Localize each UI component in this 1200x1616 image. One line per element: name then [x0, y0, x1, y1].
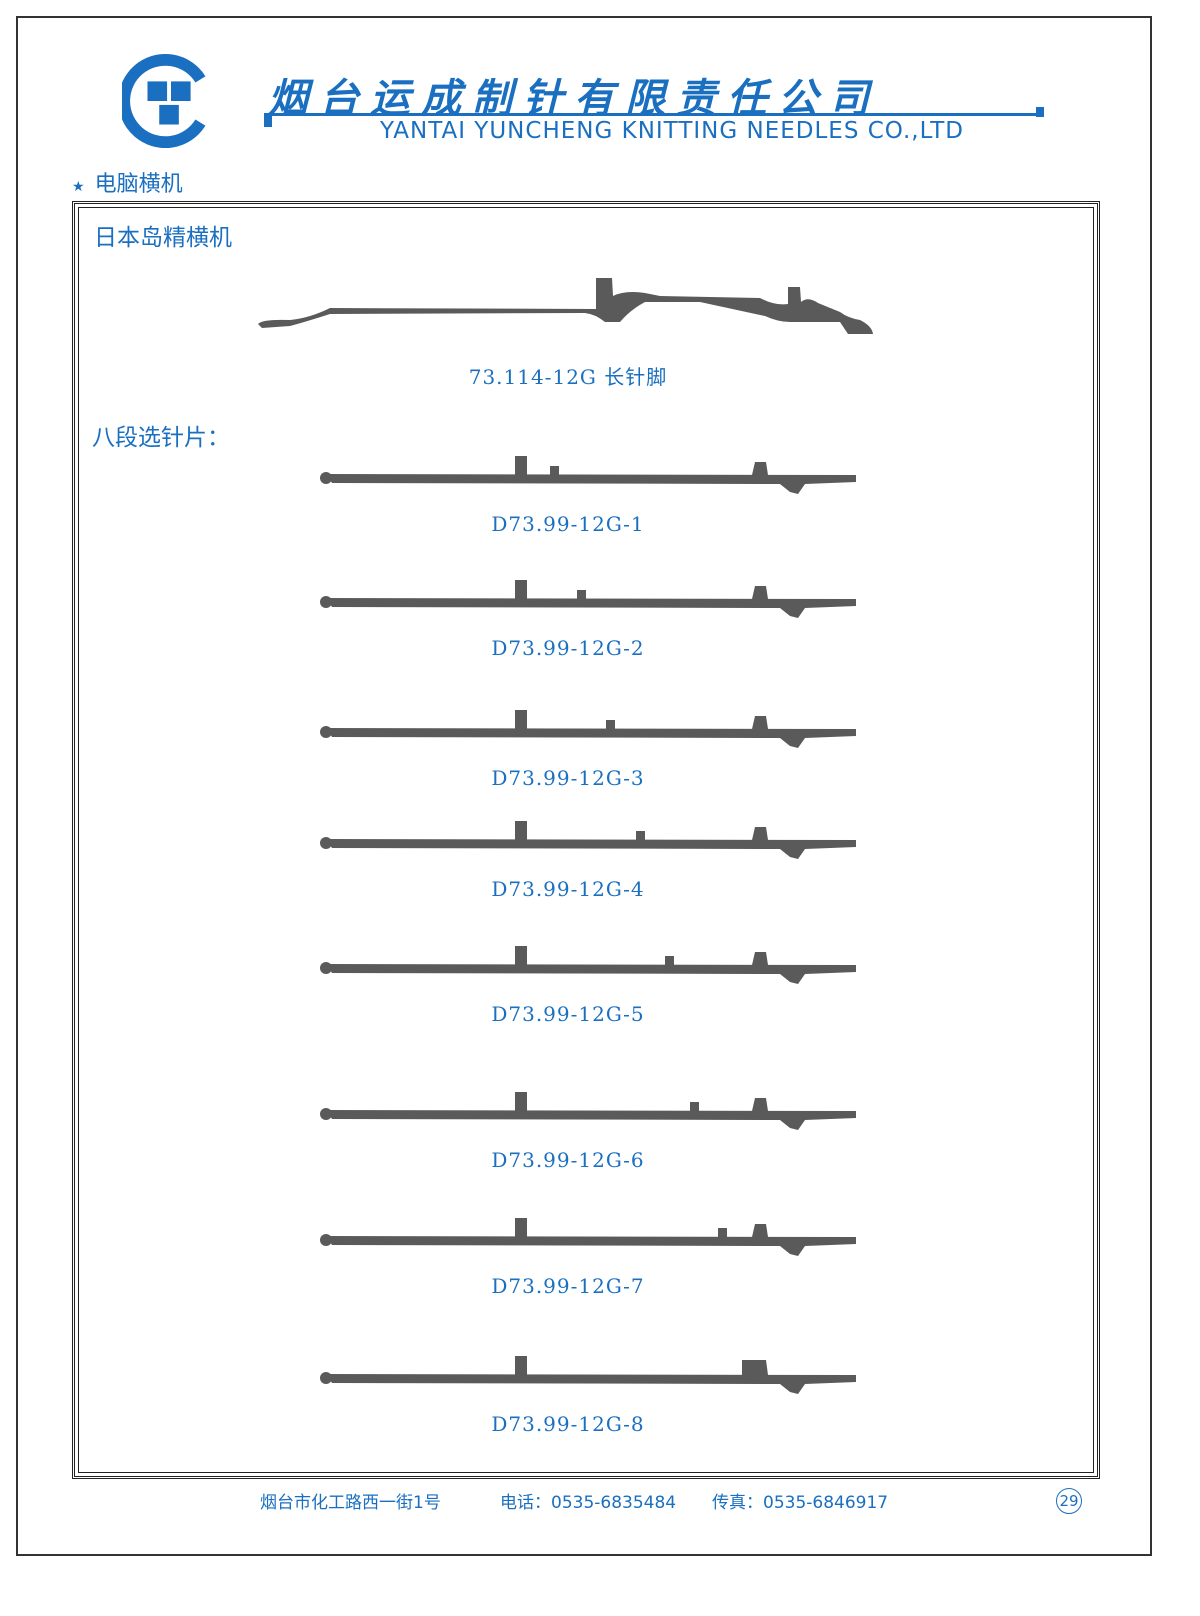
- needle-image-main: [258, 278, 873, 334]
- footer-phone: 电话：0535-6835484: [500, 1493, 677, 1513]
- section-title-text: 电脑横机: [94, 172, 183, 197]
- heading-selectors: 八段选针片：: [92, 425, 230, 451]
- selector-label: D73.99-12G-1: [491, 512, 645, 536]
- selector-label: D73.99-12G-2: [491, 636, 645, 660]
- company-name-en: YANTAI YUNCHENG KNITTING NEEDLES CO.,LTD: [380, 118, 964, 144]
- header-rule: [264, 113, 1044, 116]
- selector-label: D73.99-12G-3: [491, 766, 645, 790]
- needle-main-label: 73.114-12G 长针脚: [468, 365, 668, 389]
- footer-address: 烟台市化工路西一街1号: [260, 1493, 441, 1513]
- company-logo: [122, 53, 206, 149]
- selector-label: D73.99-12G-4: [491, 877, 645, 901]
- rule-end-left: [264, 113, 272, 127]
- star-icon: ★: [72, 179, 85, 195]
- selector-label: D73.99-12G-7: [491, 1274, 645, 1298]
- page-number: 29: [1056, 1488, 1082, 1514]
- selector-label: D73.99-12G-6: [491, 1148, 645, 1172]
- section-title: ★ 电脑横机: [72, 166, 183, 198]
- selector-label: D73.99-12G-5: [491, 1002, 645, 1026]
- heading-shima: 日本岛精横机: [94, 225, 232, 251]
- page-border: [16, 16, 1152, 1556]
- rule-end-right: [1036, 107, 1044, 117]
- footer-fax: 传真：0535-6846917: [712, 1493, 889, 1513]
- selector-label: D73.99-12G-8: [491, 1412, 645, 1436]
- content-frame: [72, 201, 1100, 1479]
